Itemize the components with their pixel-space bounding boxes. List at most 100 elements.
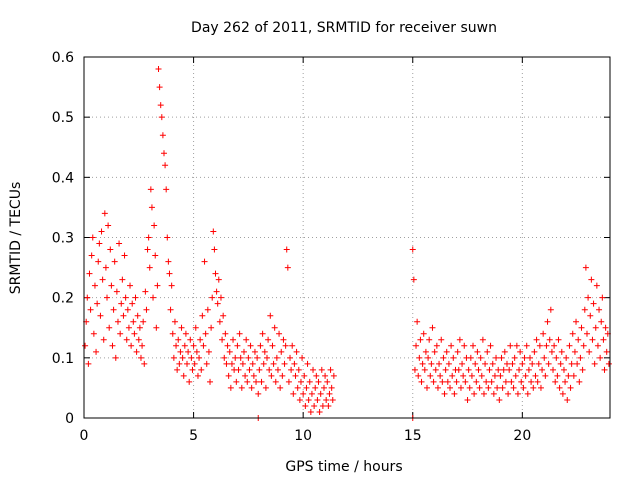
data-point: [553, 354, 560, 361]
data-point: [494, 384, 501, 391]
data-point: [198, 366, 205, 373]
data-point: [212, 270, 219, 277]
data-point: [441, 390, 448, 397]
data-point: [529, 360, 536, 367]
data-point: [497, 372, 504, 379]
data-point: [272, 378, 279, 385]
data-point: [268, 372, 275, 379]
data-point: [145, 234, 152, 241]
data-point: [505, 390, 512, 397]
data-point: [475, 366, 482, 373]
data-point: [573, 318, 580, 325]
data-point: [534, 378, 541, 385]
data-point: [181, 342, 188, 349]
data-point: [422, 348, 429, 355]
data-point: [217, 294, 224, 301]
data-point: [317, 390, 324, 397]
y-tick-label: 0.2: [52, 291, 74, 307]
data-point: [301, 372, 308, 379]
data-point: [104, 294, 111, 301]
data-point: [593, 282, 600, 289]
data-point: [176, 360, 183, 367]
data-point: [164, 234, 171, 241]
data-point: [530, 384, 537, 391]
data-point: [201, 258, 208, 265]
data-point: [445, 360, 452, 367]
data-point: [473, 378, 480, 385]
data-point: [214, 300, 221, 307]
data-point: [313, 372, 320, 379]
data-point: [532, 372, 539, 379]
data-point: [271, 324, 278, 331]
data-point: [501, 348, 508, 355]
data-point: [545, 360, 552, 367]
data-point: [472, 360, 479, 367]
data-point: [449, 372, 456, 379]
data-point: [240, 348, 247, 355]
data-point: [175, 336, 182, 343]
data-point: [173, 342, 180, 349]
data-point: [118, 300, 125, 307]
data-point: [588, 276, 595, 283]
data-point: [261, 348, 268, 355]
data-point: [116, 240, 123, 247]
data-point: [224, 342, 231, 349]
data-point: [297, 378, 304, 385]
data-point: [581, 306, 588, 313]
data-point: [96, 240, 103, 247]
data-point: [262, 384, 269, 391]
data-point: [154, 282, 161, 289]
data-point: [84, 294, 91, 301]
data-point: [471, 390, 478, 397]
data-point: [416, 354, 423, 361]
data-point: [260, 360, 267, 367]
data-point: [432, 366, 439, 373]
data-point: [510, 384, 517, 391]
data-point: [266, 366, 273, 373]
data-point: [166, 270, 173, 277]
data-point: [539, 366, 546, 373]
data-point: [223, 360, 230, 367]
data-point: [247, 342, 254, 349]
data-point: [245, 354, 252, 361]
data-point: [280, 336, 287, 343]
data-point: [490, 390, 497, 397]
data-point: [193, 348, 200, 355]
data-point: [277, 384, 284, 391]
data-point: [303, 384, 310, 391]
data-point: [210, 228, 217, 235]
data-point: [85, 360, 92, 367]
x-axis-label: GPS time / hours: [285, 459, 402, 475]
data-point: [577, 354, 584, 361]
data-point: [459, 360, 466, 367]
data-point: [299, 354, 306, 361]
data-point: [320, 384, 327, 391]
data-point: [158, 114, 165, 121]
data-point: [178, 324, 185, 331]
data-point: [310, 366, 317, 373]
data-point: [596, 306, 603, 313]
data-point: [135, 336, 142, 343]
data-point: [433, 342, 440, 349]
data-point: [575, 336, 582, 343]
data-point: [464, 396, 471, 403]
data-point: [152, 252, 159, 259]
data-point: [204, 306, 211, 313]
data-point: [570, 372, 577, 379]
data-point: [456, 336, 463, 343]
data-point: [136, 324, 143, 331]
data-point: [249, 360, 256, 367]
data-point: [188, 354, 195, 361]
data-point: [319, 402, 326, 409]
data-point: [107, 246, 114, 253]
data-point: [227, 384, 234, 391]
data-point: [586, 348, 593, 355]
data-point: [291, 360, 298, 367]
data-point: [220, 312, 227, 319]
data-point: [442, 366, 449, 373]
data-point: [509, 360, 516, 367]
data-point: [489, 360, 496, 367]
data-point: [150, 294, 157, 301]
data-point: [89, 234, 96, 241]
